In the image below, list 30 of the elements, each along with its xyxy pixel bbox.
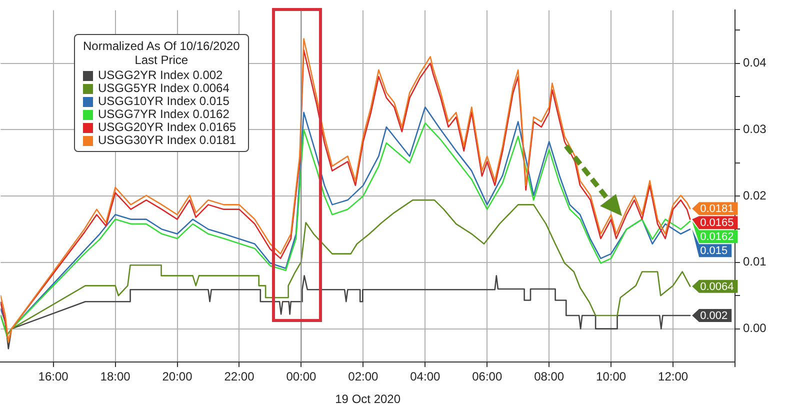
legend-label: USGG10YR Index 0.015 xyxy=(98,94,230,108)
x-tick-label: 12:00 xyxy=(658,370,688,384)
legend-label: USGG5YR Index 0.0064 xyxy=(98,81,230,95)
legend-label: USGG30YR Index 0.0181 xyxy=(98,133,236,147)
legend-title: Normalized As Of 10/16/2020 Last Price xyxy=(83,39,240,67)
y-tick-label: 0.02 xyxy=(743,188,767,202)
annotation: 0.0162 xyxy=(700,231,734,244)
x-tick-label: 22:00 xyxy=(224,370,255,384)
legend-label: USGG2YR Index 0.002 xyxy=(98,68,223,82)
x-tick-label: 00:00 xyxy=(286,370,317,384)
x-tick-label: 02:00 xyxy=(348,370,379,384)
x-tick-label: 16:00 xyxy=(38,370,69,384)
x-tick-label: 20:00 xyxy=(162,370,193,384)
x-tick-label: 18:00 xyxy=(100,370,131,384)
legend-label: USGG20YR Index 0.0165 xyxy=(98,120,236,134)
annotation: 0.002 xyxy=(700,310,728,322)
annotation: 0.015 xyxy=(700,245,728,258)
y-tick-label: 0.00 xyxy=(743,321,767,336)
annotation: 0.0165 xyxy=(700,217,734,230)
x-tick-label: 04:00 xyxy=(410,370,440,384)
x-tick-label: 08:00 xyxy=(534,370,564,384)
annotation: 0.0064 xyxy=(700,280,734,293)
y-tick-label: 0.04 xyxy=(743,56,767,70)
y-tick-label: 0.03 xyxy=(743,122,767,136)
x-axis-title: 19 Oct 2020 xyxy=(335,392,401,406)
legend-label: USGG7YR Index 0.0162 xyxy=(98,107,230,121)
y-tick-label: 0.01 xyxy=(743,254,767,269)
x-tick-label: 06:00 xyxy=(472,370,502,384)
x-tick-label: 10:00 xyxy=(596,370,626,384)
annotation: 0.0181 xyxy=(700,203,734,216)
